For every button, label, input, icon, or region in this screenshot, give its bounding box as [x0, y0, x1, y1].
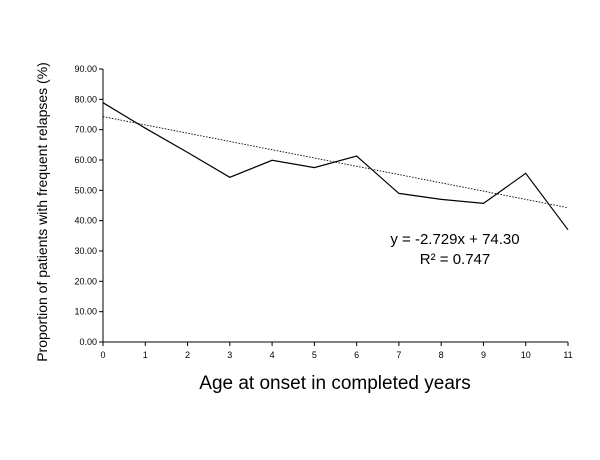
- y-tick-label: 50.00: [74, 185, 97, 195]
- trendline-r-squared: R² = 0.747: [420, 251, 490, 268]
- x-tick-label: 6: [354, 350, 359, 360]
- y-axis-ticks: 0.00 10.00 20.00 30.00 40.00 50.00 60.00 70.00 8…: [74, 64, 103, 347]
- x-tick-label: 8: [439, 350, 444, 360]
- x-tick-label: 11: [563, 350, 572, 360]
- y-tick-label: 20.00: [74, 276, 97, 286]
- series-line: [102, 102, 569, 231]
- x-tick-label: 0: [100, 350, 105, 360]
- y-tick-label: 60.00: [74, 155, 97, 165]
- y-axis-title: Proportion of patients with frequent rel…: [34, 62, 50, 362]
- y-tick-label: 0.00: [79, 337, 97, 347]
- x-tick-label: 5: [312, 350, 317, 360]
- y-tick-label: 80.00: [74, 94, 97, 104]
- y-tick-label: 70.00: [74, 125, 97, 135]
- y-tick-label: 40.00: [74, 216, 97, 226]
- trendline: [102, 116, 569, 209]
- x-tick-label: 1: [143, 350, 148, 360]
- x-tick-label: 4: [270, 350, 275, 360]
- x-tick-label: 3: [227, 350, 232, 360]
- x-tick-label: 10: [521, 350, 531, 360]
- x-tick-label: 9: [481, 350, 486, 360]
- y-tick-label: 30.00: [74, 246, 97, 256]
- trendline-equation: y = -2.729x + 74.30: [390, 231, 519, 248]
- y-tick-label: 10.00: [74, 307, 97, 317]
- x-axis-ticks: 0 1 2 3 4 5 6 7 8 9 10 11: [100, 342, 573, 360]
- x-tick-label: 7: [396, 350, 401, 360]
- x-axis-title: Age at onset in completed years: [199, 373, 470, 394]
- x-tick-label: 2: [185, 350, 190, 360]
- y-tick-label: 90.00: [74, 64, 97, 74]
